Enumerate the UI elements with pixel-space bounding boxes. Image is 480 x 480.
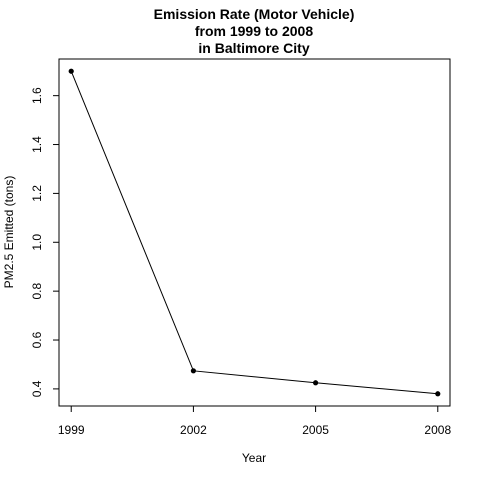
data-point (312, 380, 319, 386)
y-axis-label: PM2.5 Emitted (tons) (2, 176, 16, 289)
chart-title-line-1: Emission Rate (Motor Vehicle) (154, 6, 355, 22)
data-point (68, 68, 74, 74)
series-line (70, 71, 438, 395)
x-axis-label: Year (242, 451, 266, 465)
x-tick-label: 2002 (180, 423, 207, 437)
y-tick-label: 0.6 (30, 331, 44, 348)
chart-title-line-2: from 1999 to 2008 (195, 23, 313, 39)
y-tick-label: 1.0 (30, 234, 44, 251)
x-axis: 1999 2002 2005 2008 (58, 406, 451, 437)
chart-title: Emission Rate (Motor Vehicle) from 1999 … (154, 6, 355, 56)
y-tick-label: 1.2 (30, 185, 44, 202)
series-layer (68, 68, 441, 397)
y-tick-label: 0.4 (30, 380, 44, 397)
x-tick-label: 2005 (302, 423, 329, 437)
x-tick-label: 2008 (424, 423, 451, 437)
y-axis: 0.4 0.6 0.8 1.0 1.2 1.4 1.6 (30, 87, 59, 397)
plot-frame (58, 58, 451, 407)
chart-title-line-3: in Baltimore City (198, 40, 309, 56)
y-tick-label: 1.6 (30, 87, 44, 104)
data-point (190, 368, 197, 374)
y-tick-label: 0.8 (30, 282, 44, 299)
y-tick-label: 1.4 (30, 136, 44, 153)
x-tick-label: 1999 (58, 423, 85, 437)
data-point (435, 391, 441, 397)
